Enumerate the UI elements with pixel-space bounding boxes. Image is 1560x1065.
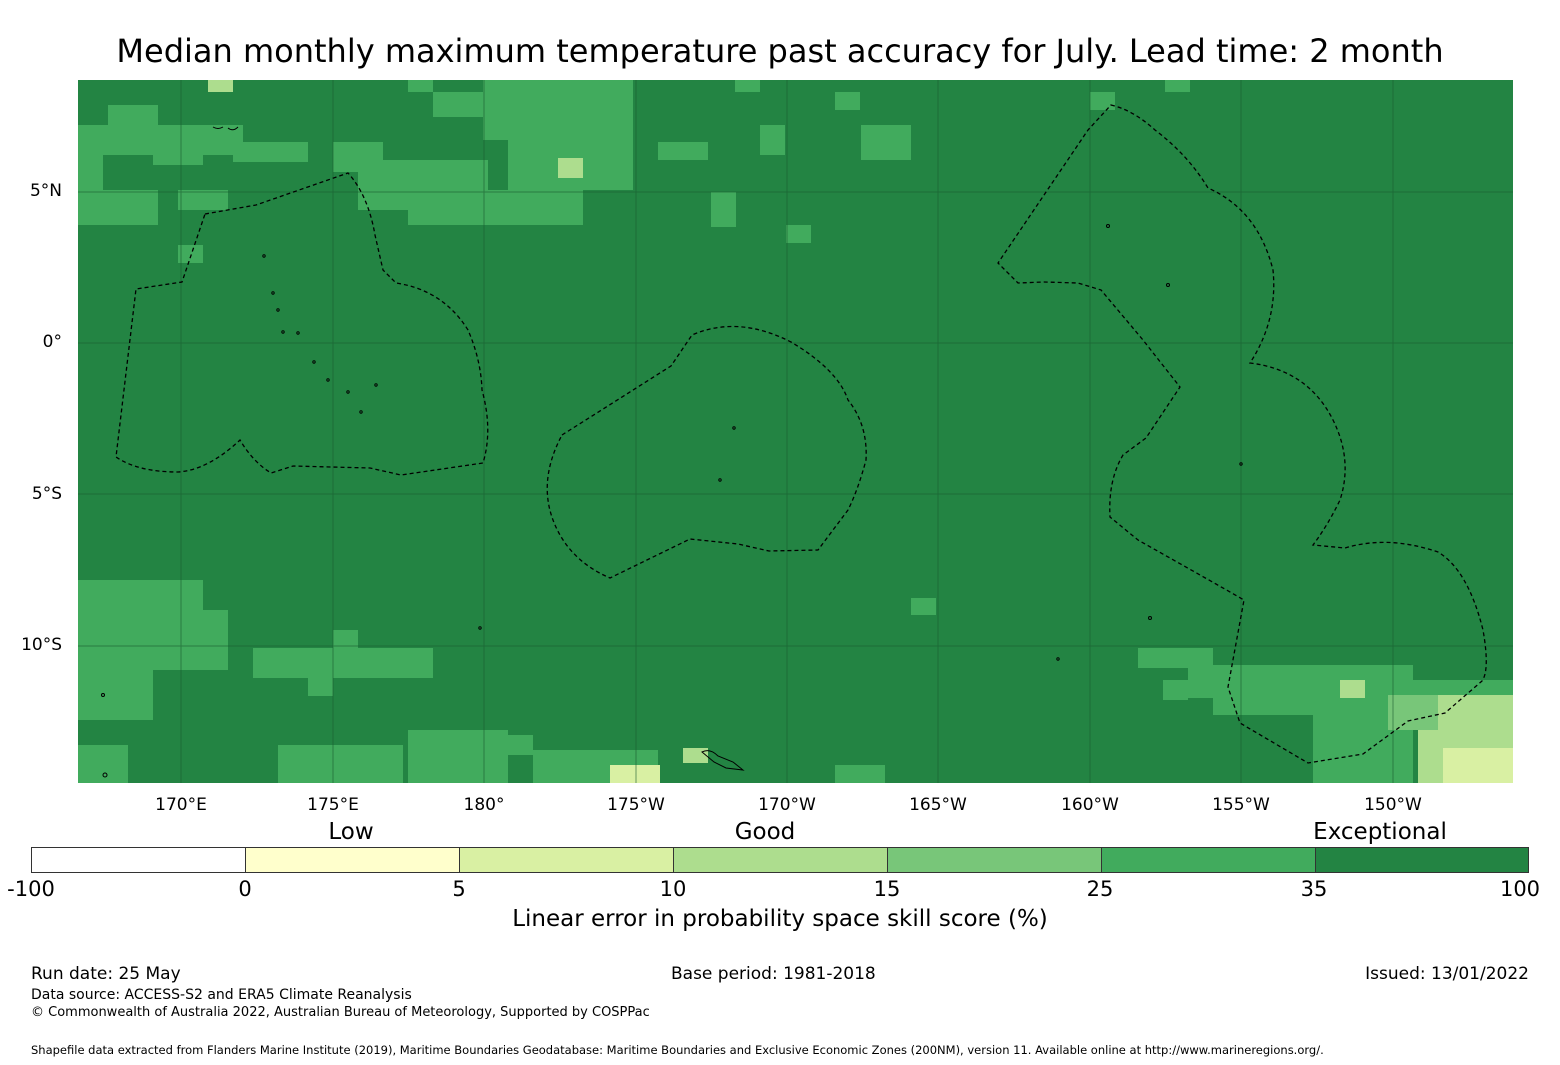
category-label-exceptional: Exceptional xyxy=(1313,819,1447,845)
colorbar-segment xyxy=(459,848,674,872)
skill-cell xyxy=(178,190,228,210)
island xyxy=(212,126,239,131)
colorbar-segment xyxy=(245,848,460,872)
colorbar-tick: 10 xyxy=(659,877,687,901)
colorbar-segment xyxy=(1101,848,1316,872)
skill-cell xyxy=(408,190,583,225)
y-tick-label: 5°S xyxy=(31,484,62,504)
x-tick-label: 165°W xyxy=(909,795,967,815)
colorbar-tick: 15 xyxy=(873,877,901,901)
y-tick-label: 0° xyxy=(42,332,62,352)
colorbar-tick: -100 xyxy=(7,877,55,901)
x-tick-label: 150°W xyxy=(1364,795,1422,815)
skill-cell xyxy=(103,125,153,155)
copyright: © Commonwealth of Australia 2022, Austra… xyxy=(31,1005,650,1020)
colorbar-label: Linear error in probability space skill … xyxy=(512,906,1048,932)
skill-cell xyxy=(835,765,885,783)
skill-map xyxy=(78,80,1513,783)
colorbar-tick: 100 xyxy=(1499,877,1541,901)
eez-kiribati-line xyxy=(997,104,1487,764)
skill-cell xyxy=(786,225,811,243)
x-tick-label: 170°W xyxy=(758,795,816,815)
eez-kiribati-phoenix xyxy=(546,325,867,579)
skill-cell xyxy=(683,748,708,763)
skill-cell xyxy=(333,630,358,648)
issued-date: Issued: 13/01/2022 xyxy=(1365,964,1529,984)
skill-cell xyxy=(108,105,158,125)
colorbar-segment xyxy=(673,848,888,872)
skill-cell xyxy=(1213,665,1313,715)
skill-cell xyxy=(153,610,228,670)
colorbar-segment xyxy=(887,848,1102,872)
data-source: Data source: ACCESS-S2 and ERA5 Climate … xyxy=(31,987,412,1003)
x-tick-label: 175°W xyxy=(607,795,665,815)
skill-cell xyxy=(658,142,708,160)
skill-cell xyxy=(508,735,533,755)
skill-cell xyxy=(558,80,633,110)
skill-cell xyxy=(1165,80,1190,92)
y-tick-label: 5°N xyxy=(29,181,62,201)
skill-cell xyxy=(1340,680,1365,698)
skill-cell xyxy=(711,192,736,227)
skill-cell xyxy=(153,125,203,165)
x-tick-label: 170°E xyxy=(155,795,207,815)
shapefile-credit: Shapefile data extracted from Flanders M… xyxy=(31,1043,1324,1057)
colorbar-segment xyxy=(32,848,246,872)
skill-cell xyxy=(558,158,583,178)
skill-cell xyxy=(78,610,153,720)
skill-cell xyxy=(835,92,860,110)
skill-cell xyxy=(78,190,158,225)
skill-cell xyxy=(1090,92,1115,110)
x-tick-label: 180° xyxy=(463,795,505,815)
coastlines xyxy=(101,126,1243,778)
skill-cell xyxy=(1163,680,1188,700)
skill-cell xyxy=(433,92,483,117)
skill-cell xyxy=(278,745,403,783)
colorbar xyxy=(31,847,1529,873)
skill-cell xyxy=(178,245,203,263)
skill-cell xyxy=(610,765,660,783)
skill-cell xyxy=(408,730,508,783)
category-label-low: Low xyxy=(328,819,374,845)
skill-cell xyxy=(861,125,911,160)
skill-cells xyxy=(78,80,1513,783)
skill-cell xyxy=(1443,748,1513,783)
skill-cell xyxy=(760,125,785,155)
map-title: Median monthly maximum temperature past … xyxy=(116,32,1444,70)
skill-cell xyxy=(533,750,583,783)
skill-cell xyxy=(208,80,233,92)
eez-kiribati-gilbert xyxy=(115,172,489,476)
x-tick-label: 155°W xyxy=(1212,795,1270,815)
colorbar-tick: 0 xyxy=(238,877,252,901)
x-tick-label: 160°W xyxy=(1061,795,1119,815)
skill-cell xyxy=(911,598,936,615)
colorbar-tick: 25 xyxy=(1086,877,1114,901)
colorbar-tick: 5 xyxy=(452,877,466,901)
colorbar-segment xyxy=(1315,848,1528,872)
skill-cell xyxy=(233,142,308,162)
skill-cell xyxy=(78,745,128,783)
base-period: Base period: 1981-2018 xyxy=(671,964,876,984)
eez-boundaries xyxy=(115,104,1487,764)
skill-cell xyxy=(1188,648,1213,698)
map-canvas xyxy=(78,80,1513,783)
x-tick-label: 175°E xyxy=(307,795,359,815)
skill-cell xyxy=(483,80,508,140)
skill-cell xyxy=(408,80,433,92)
skill-cell xyxy=(1438,695,1513,730)
y-tick-label: 10°S xyxy=(21,635,62,655)
skill-cell xyxy=(253,648,433,678)
graticule xyxy=(78,80,1513,783)
colorbar-tick: 35 xyxy=(1300,877,1328,901)
run-date: Run date: 25 May xyxy=(31,964,181,984)
island-samoa xyxy=(701,750,745,771)
skill-cell xyxy=(308,678,333,696)
category-label-good: Good xyxy=(734,819,796,845)
skill-cell xyxy=(735,80,760,92)
